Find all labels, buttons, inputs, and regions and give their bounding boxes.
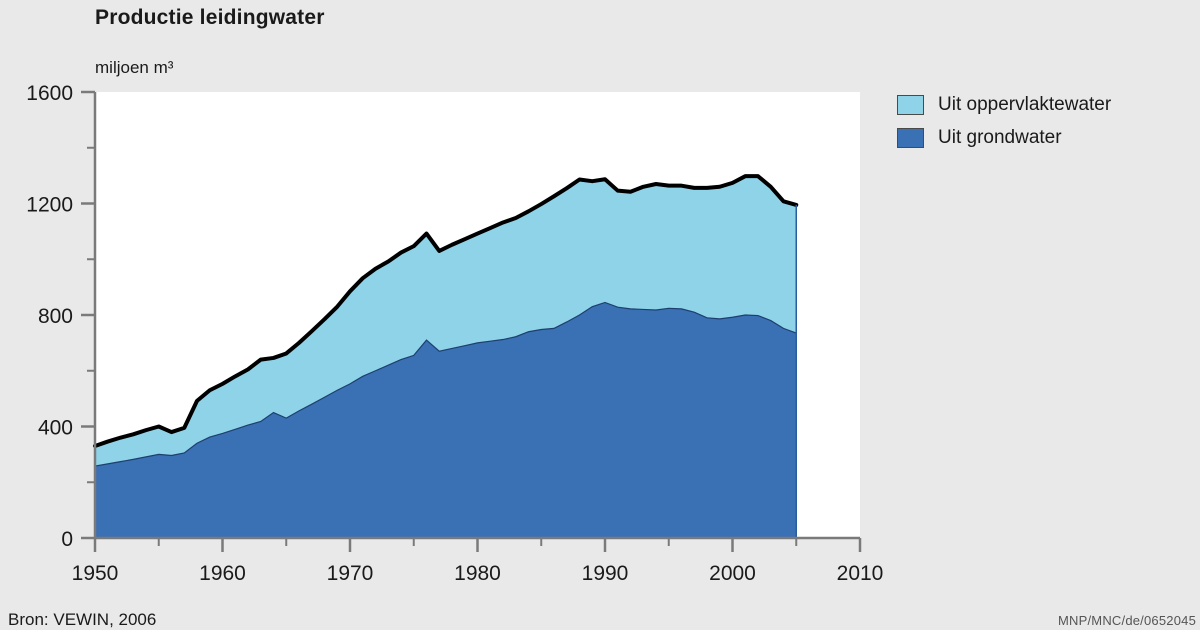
x-axis-tick-label: 1960	[199, 562, 246, 585]
x-axis-tick-label: 1950	[72, 562, 119, 585]
total-production-outline	[93, 174, 799, 449]
chart-legend: Uit oppervlaktewater Uit grondwater	[897, 88, 1197, 154]
ground-water-boundary-line	[94, 301, 797, 467]
tick-label-layer: 0 400 800 1200 1600 1950 1960 1970 1980 1990 2000 2…	[26, 82, 883, 585]
y-axis-tick-label: 800	[38, 305, 73, 328]
y-axis-tick-label: 1600	[26, 82, 73, 105]
page-title: Productie leidingwater	[95, 6, 325, 29]
y-axis-tick-label: 400	[38, 417, 73, 440]
legend-item-ground-water: Uit grondwater	[897, 121, 1197, 154]
y-axis-unit-label: miljoen m³	[95, 58, 174, 77]
legend-swatch-ground-water	[897, 127, 924, 148]
area-surface-water	[95, 176, 797, 467]
figure-code: MNP/MNC/de/0652045	[1058, 613, 1196, 628]
legend-swatch-surface-water	[897, 94, 924, 115]
x-axis-tick-label: 2010	[837, 562, 884, 585]
area-ground-water	[95, 302, 797, 538]
x-axis-tick-label: 1970	[327, 562, 374, 585]
x-axis-tick-label: 1980	[454, 562, 501, 585]
y-axis-tick-label: 0	[61, 528, 73, 551]
axis-layer	[81, 90, 862, 552]
y-axis-tick-label: 1200	[26, 194, 73, 217]
legend-label-ground-water: Uit grondwater	[938, 126, 1062, 148]
legend-label-surface-water: Uit oppervlaktewater	[938, 93, 1112, 115]
x-axis-tick-label: 2000	[709, 562, 756, 585]
x-axis-tick-label: 1990	[582, 562, 629, 585]
legend-item-surface-water: Uit oppervlaktewater	[897, 88, 1197, 121]
series-layer	[93, 174, 799, 538]
source-note: Bron: VEWIN, 2006	[8, 610, 157, 629]
